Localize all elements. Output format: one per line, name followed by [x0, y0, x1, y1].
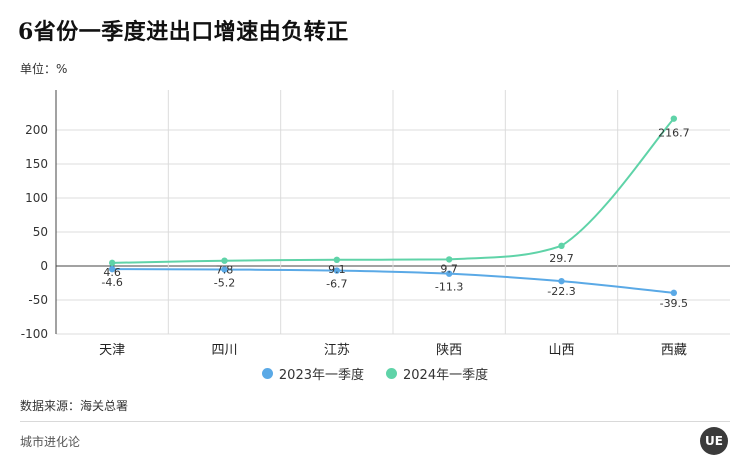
y-tick-label: 200: [25, 123, 48, 137]
data-label: 216.7: [658, 127, 690, 140]
data-point: [221, 257, 228, 264]
x-tick-label: 江苏: [324, 342, 350, 358]
data-label: -4.6: [101, 276, 122, 289]
data-point: [108, 259, 116, 267]
data-label: -5.2: [214, 277, 235, 290]
data-point: [108, 265, 116, 273]
y-tick-label: 0: [40, 259, 48, 273]
legend-label-2023: 2023年一季度: [278, 368, 364, 383]
legend-label-2024: 2024年一季度: [403, 368, 489, 383]
x-tick-label: 西藏: [661, 343, 687, 358]
data-label: 4.6: [103, 266, 121, 279]
legend-item-2024[interactable]: 2024年一季度: [386, 364, 488, 383]
data-label: -22.3: [547, 285, 575, 298]
x-tick-label: 天津: [99, 343, 125, 358]
data-label: 7.8: [216, 264, 234, 277]
data-label: -39.5: [660, 297, 688, 310]
data-point: [558, 242, 565, 250]
legend-swatch-2024: [386, 368, 397, 379]
legend-item-2023[interactable]: 2023年一季度: [261, 364, 364, 383]
data-point: [333, 256, 341, 264]
data-label: -6.7: [326, 278, 347, 291]
y-tick-label: 50: [33, 225, 48, 239]
brand-logo-icon: UE: [700, 427, 728, 455]
chart-title: 6省份一季度进出口增速由负转正: [18, 19, 349, 45]
data-point: [333, 267, 341, 274]
legend-swatch-2023: [261, 368, 273, 379]
x-tick-label: 四川: [211, 343, 237, 358]
unit-label: 单位：%: [20, 62, 68, 76]
data-label: -11.3: [435, 281, 463, 294]
data-point: [670, 115, 678, 122]
data-label: 29.7: [549, 252, 574, 265]
data-point: [445, 270, 453, 277]
data-label: 9.7: [440, 262, 458, 275]
brand-name: 城市进化论: [20, 435, 81, 449]
data-source: 数据来源：海关总署: [20, 399, 129, 413]
series-line-2023: [112, 268, 674, 294]
data-point: [558, 277, 565, 285]
y-tick-label: -50: [28, 293, 48, 307]
series-line-2024: [112, 117, 675, 264]
footer-divider: [20, 421, 730, 422]
data-label: 9.1: [328, 263, 346, 276]
y-tick-label: 100: [25, 191, 48, 205]
data-point: [221, 266, 228, 273]
data-point: [445, 256, 453, 263]
x-tick-label: 山西: [548, 343, 574, 358]
x-tick-label: 陕西: [436, 343, 462, 358]
y-tick-label: 150: [25, 157, 48, 171]
legend: 2023年一季度 2024年一季度: [0, 364, 750, 383]
data-point: [670, 289, 678, 297]
y-tick-label: -100: [21, 327, 48, 341]
